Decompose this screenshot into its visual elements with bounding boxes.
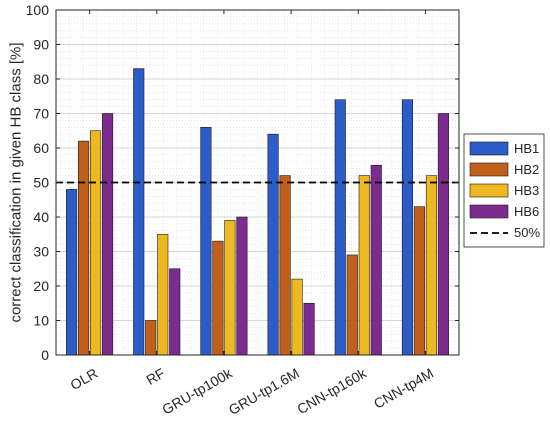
x-tick-label: RF bbox=[143, 365, 167, 388]
legend-swatch-hb3 bbox=[469, 183, 509, 198]
y-tick-label: 0 bbox=[41, 347, 49, 363]
bar-hb6-4 bbox=[370, 164, 382, 356]
x-tick-label: GRU-tp100k bbox=[159, 364, 235, 417]
bar-hb3-5 bbox=[425, 175, 437, 356]
y-tick-label: 60 bbox=[33, 140, 49, 156]
legend-label-hb2: HB2 bbox=[514, 162, 539, 177]
bar-hb3-3 bbox=[291, 278, 303, 356]
legend: HB1 HB2 HB3 HB6 50% bbox=[463, 133, 545, 248]
bar-hb2-3 bbox=[279, 175, 291, 356]
x-tick-label: CNN-tp4M bbox=[371, 365, 436, 412]
bar-hb3-0 bbox=[90, 130, 102, 356]
bar-hb6-3 bbox=[303, 302, 315, 356]
bar-hb3-2 bbox=[224, 220, 236, 356]
bar-hb2-1 bbox=[145, 320, 157, 356]
bar-hb1-4 bbox=[334, 99, 346, 356]
y-tick-label: 70 bbox=[33, 106, 49, 122]
bar-hb1-1 bbox=[133, 68, 145, 356]
bar-hb6-5 bbox=[437, 113, 449, 356]
y-tick-label: 90 bbox=[33, 37, 49, 53]
bar-hb2-5 bbox=[413, 206, 425, 356]
grid bbox=[56, 9, 459, 356]
y-tick-label: 20 bbox=[33, 278, 49, 294]
bar-hb3-4 bbox=[358, 175, 370, 356]
bar-hb2-2 bbox=[212, 240, 224, 356]
legend-label-hb1: HB1 bbox=[514, 141, 539, 156]
bar-hb6-1 bbox=[169, 268, 181, 356]
x-tick-label: GRU-tp1.6M bbox=[226, 365, 302, 418]
bar-hb6-2 bbox=[236, 216, 248, 356]
x-tick-label: OLR bbox=[67, 365, 100, 393]
y-tick-label: 80 bbox=[33, 71, 49, 87]
legend-label-hb6: HB6 bbox=[514, 204, 539, 219]
legend-label-reference-line: 50% bbox=[514, 225, 540, 240]
bar-hb1-3 bbox=[267, 133, 279, 356]
bar-hb2-0 bbox=[78, 140, 90, 356]
legend-swatch-hb1 bbox=[469, 141, 509, 156]
bar-hb1-0 bbox=[66, 189, 78, 356]
legend-swatch-hb6 bbox=[469, 204, 509, 219]
y-tick-label: 100 bbox=[26, 2, 50, 18]
y-tick-label: 10 bbox=[33, 313, 49, 329]
legend-swatch-hb2 bbox=[469, 162, 509, 177]
x-tick-label: CNN-tp160k bbox=[294, 364, 370, 417]
y-tick-label: 30 bbox=[33, 244, 49, 260]
bar-hb6-0 bbox=[102, 113, 114, 356]
y-tick-label: 40 bbox=[33, 209, 49, 225]
bar-hb1-2 bbox=[200, 127, 212, 356]
y-tick-label: 50 bbox=[33, 175, 49, 191]
bar-hb3-1 bbox=[157, 233, 169, 356]
bar-hb2-4 bbox=[346, 254, 358, 356]
y-axis-label: correct classification in given HB class… bbox=[7, 42, 24, 322]
legend-label-hb3: HB3 bbox=[514, 183, 539, 198]
bar-hb1-5 bbox=[401, 99, 413, 356]
